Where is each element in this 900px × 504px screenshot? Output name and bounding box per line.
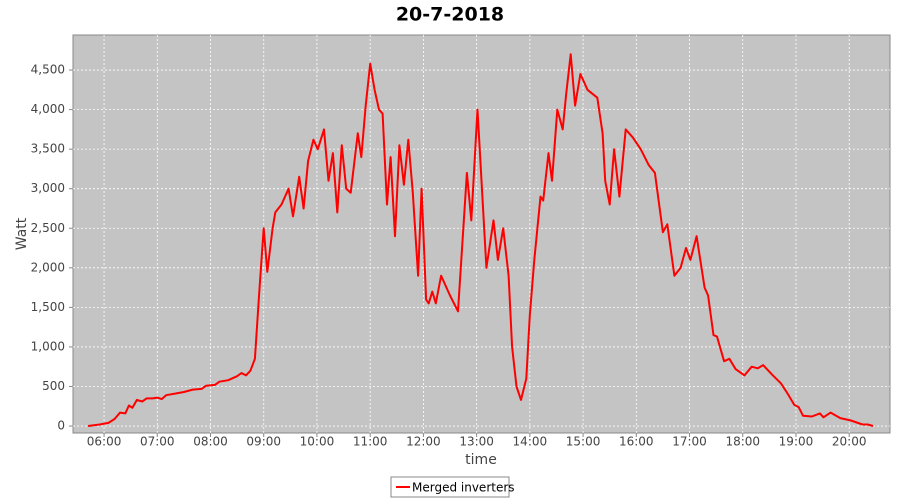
- y-axis-label: Watt: [14, 217, 30, 250]
- y-tick-label: 2,500: [31, 221, 65, 235]
- x-tick-label: 13:00: [459, 435, 494, 449]
- x-tick-label: 18:00: [725, 435, 760, 449]
- y-tick-label: 500: [42, 379, 65, 393]
- x-tick-label: 09:00: [246, 435, 281, 449]
- x-tick-label: 07:00: [140, 435, 175, 449]
- plot-area: [72, 34, 891, 434]
- x-tick-label: 12:00: [406, 435, 441, 449]
- x-tick-label: 11:00: [353, 435, 388, 449]
- y-tick-label: 3,500: [31, 142, 65, 156]
- y-tick-label: 3,000: [31, 181, 65, 195]
- x-tick-label: 14:00: [513, 435, 548, 449]
- y-tick-label: 2,000: [31, 260, 65, 274]
- x-tick-label: 10:00: [300, 435, 335, 449]
- x-tick-label: 17:00: [672, 435, 707, 449]
- y-tick-label: 1,500: [31, 300, 65, 314]
- y-tick-label: 1,000: [31, 339, 65, 353]
- y-tick-label: 4,000: [31, 102, 65, 116]
- legend-box: [390, 476, 510, 498]
- x-tick-label: 06:00: [87, 435, 122, 449]
- y-tick-label: 4,500: [31, 63, 65, 77]
- x-axis-label: time: [465, 452, 497, 468]
- legend-label: Merged inverters: [412, 481, 515, 495]
- y-tick-label: 0: [57, 419, 65, 433]
- x-tick-label: 16:00: [619, 435, 654, 449]
- x-tick-label: 20:00: [832, 435, 867, 449]
- x-tick-label: 19:00: [779, 435, 814, 449]
- x-tick-label: 15:00: [566, 435, 601, 449]
- line: [87, 53, 874, 427]
- x-tick-label: 08:00: [193, 435, 228, 449]
- chart-title: 20-7-2018: [396, 4, 504, 26]
